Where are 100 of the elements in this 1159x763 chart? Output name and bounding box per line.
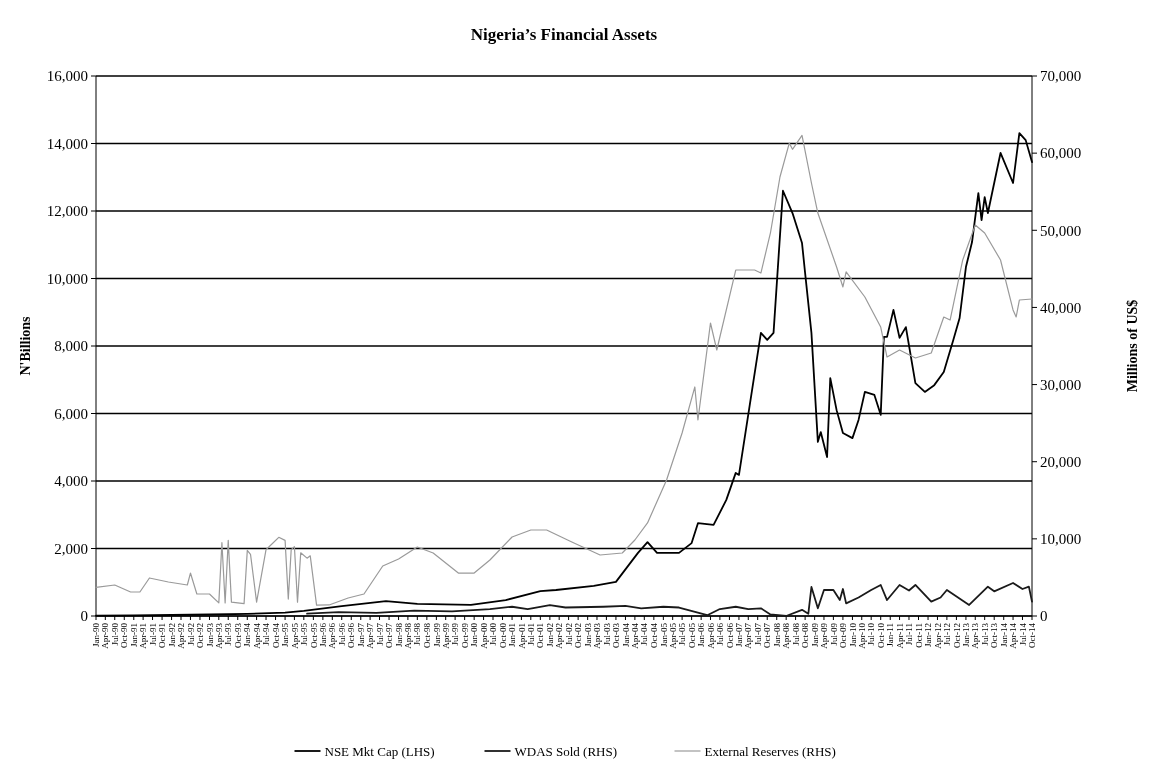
x-tick-label: Apr-04 bbox=[630, 622, 641, 649]
x-tick-label: Oct-13 bbox=[989, 622, 1000, 648]
y2-tick-label: 60,000 bbox=[1040, 145, 1082, 162]
legend-label: NSE Mkt Cap (LHS) bbox=[324, 743, 435, 759]
x-tick-label: Oct-90 bbox=[119, 622, 130, 648]
y-tick-label: 8,000 bbox=[54, 338, 88, 355]
x-tick-label: Jul-02 bbox=[563, 623, 574, 646]
y-tick-label: 6,000 bbox=[54, 405, 88, 422]
x-tick-label: Apr-94 bbox=[251, 622, 262, 649]
x-tick-label: Jul-11 bbox=[904, 623, 915, 646]
legend-label: WDAS Sold (RHS) bbox=[514, 743, 618, 759]
y2-tick-label: 20,000 bbox=[1040, 453, 1082, 470]
x-tick-label: Oct-06 bbox=[724, 622, 735, 648]
x-tick-label: Oct-92 bbox=[195, 623, 206, 648]
x-tick-label: Jul-07 bbox=[752, 622, 763, 646]
x-tick-label: Apr-09 bbox=[819, 622, 830, 649]
y2-tick-label: 0 bbox=[1040, 608, 1048, 625]
x-tick-label: Oct-04 bbox=[648, 622, 659, 648]
y-axis-title: N'Billions bbox=[18, 315, 33, 376]
x-tick-label: Jan-08 bbox=[771, 622, 782, 647]
x-tick-label: Oct-96 bbox=[346, 622, 357, 648]
x-tick-label: Apr-12 bbox=[932, 623, 943, 649]
x-tick-label: Oct-98 bbox=[422, 622, 432, 648]
x-tick-label: Apr-05 bbox=[667, 622, 678, 649]
x-tick-label: Jul-97 bbox=[374, 622, 385, 646]
x-tick-label: Apr-91 bbox=[138, 623, 149, 649]
x-tick-label: Apr-13 bbox=[970, 622, 981, 649]
x-tick-label: Jan-04 bbox=[620, 622, 631, 647]
x-tick-label: Jan-95 bbox=[280, 622, 291, 647]
x-tick-label: Jan-05 bbox=[658, 622, 669, 647]
x-tick-label: Jan-98 bbox=[393, 622, 404, 647]
x-tick-label: Jul-91 bbox=[147, 623, 158, 646]
y-tick-label: 10,000 bbox=[46, 270, 88, 287]
x-tick-label: Jan-00 bbox=[469, 622, 480, 647]
x-tick-label: Apr-95 bbox=[289, 622, 300, 649]
x-tick-label: Apr-98 bbox=[403, 622, 414, 649]
x-tick-label: Jul-00 bbox=[488, 622, 499, 646]
y-tick-label: 12,000 bbox=[46, 203, 88, 220]
x-tick-label: Jan-94 bbox=[242, 622, 253, 647]
y2-tick-label: 40,000 bbox=[1040, 299, 1082, 316]
y2-axis-title: Millions of US$ bbox=[1125, 299, 1140, 393]
x-tick-label: Jan-93 bbox=[204, 622, 215, 647]
x-tick-label: Apr-96 bbox=[327, 622, 338, 649]
y-tick-label: 2,000 bbox=[54, 540, 88, 557]
x-tick-label: Apr-10 bbox=[856, 622, 867, 649]
x-tick-label: Oct-11 bbox=[913, 623, 924, 648]
x-tick-label: Oct-12 bbox=[951, 623, 962, 648]
x-tick-label: Jul-99 bbox=[450, 622, 461, 646]
x-tick-label: Jan-96 bbox=[318, 622, 329, 647]
x-tick-label: Apr-11 bbox=[894, 623, 905, 649]
x-tick-label: Apr-08 bbox=[781, 622, 792, 649]
x-tick-label: Jul-94 bbox=[261, 622, 272, 646]
x-tick-label: Apr-02 bbox=[554, 623, 565, 649]
y-tick-label: 4,000 bbox=[54, 473, 88, 490]
x-tick-label: Oct-10 bbox=[875, 622, 886, 648]
x-tick-label: Jul-12 bbox=[942, 623, 953, 646]
x-tick-label: Jan-01 bbox=[507, 623, 518, 647]
x-tick-label: Jan-90 bbox=[91, 622, 102, 647]
x-tick-label: Jan-12 bbox=[923, 623, 934, 647]
x-tick-label: Jan-07 bbox=[734, 622, 745, 647]
x-tick-label: Jan-99 bbox=[431, 622, 442, 647]
x-tick-label: Jul-90 bbox=[109, 622, 120, 646]
x-tick-label: Jul-98 bbox=[412, 622, 423, 646]
y-tick-label: 16,000 bbox=[46, 68, 88, 85]
x-tick-label: Oct-05 bbox=[686, 622, 697, 648]
x-tick-label: Oct-99 bbox=[459, 622, 470, 648]
x-tick-label: Jul-09 bbox=[828, 622, 839, 646]
y2-tick-label: 50,000 bbox=[1040, 222, 1082, 239]
x-tick-label: Oct-14 bbox=[1027, 622, 1038, 648]
x-tick-label: Apr-99 bbox=[440, 622, 451, 649]
x-tick-label: Apr-90 bbox=[100, 622, 111, 649]
x-tick-label: Jan-92 bbox=[166, 623, 177, 647]
x-tick-label: Apr-03 bbox=[592, 622, 603, 649]
x-tick-label: Jan-97 bbox=[355, 622, 366, 647]
x-tick-label: Apr-07 bbox=[743, 622, 754, 649]
x-tick-label: Jul-08 bbox=[790, 622, 801, 646]
y2-tick-label: 30,000 bbox=[1040, 376, 1082, 393]
x-tick-label: Apr-93 bbox=[213, 622, 224, 649]
x-tick-label: Jul-06 bbox=[715, 622, 726, 646]
line-series bbox=[306, 582, 1033, 617]
x-tick-label: Jan-06 bbox=[696, 622, 707, 647]
x-tick-label: Jul-10 bbox=[866, 622, 877, 646]
x-tick-label: Jan-14 bbox=[998, 622, 1009, 647]
x-tick-label: Apr-00 bbox=[478, 622, 489, 649]
x-tick-label: Jul-03 bbox=[601, 622, 612, 646]
x-tick-label: Oct-03 bbox=[611, 622, 622, 648]
x-tick-label: Oct-00 bbox=[497, 622, 508, 648]
y-tick-label: 0 bbox=[80, 608, 88, 625]
x-tick-label: Oct-94 bbox=[270, 622, 281, 648]
x-tick-label: Oct-97 bbox=[384, 622, 395, 648]
x-tick-label: Jul-95 bbox=[298, 622, 309, 646]
y2-tick-label: 70,000 bbox=[1040, 68, 1082, 85]
x-tick-label: Jul-14 bbox=[1017, 622, 1028, 646]
x-tick-label: Jul-04 bbox=[639, 622, 650, 646]
x-tick-label: Oct-08 bbox=[800, 622, 811, 648]
x-tick-label: Jul-05 bbox=[677, 622, 688, 646]
x-tick-label: Jul-01 bbox=[525, 623, 536, 646]
x-tick-label: Jan-09 bbox=[809, 622, 820, 647]
x-tick-label: Oct-91 bbox=[157, 623, 168, 648]
x-tick-label: Jan-13 bbox=[961, 622, 972, 647]
